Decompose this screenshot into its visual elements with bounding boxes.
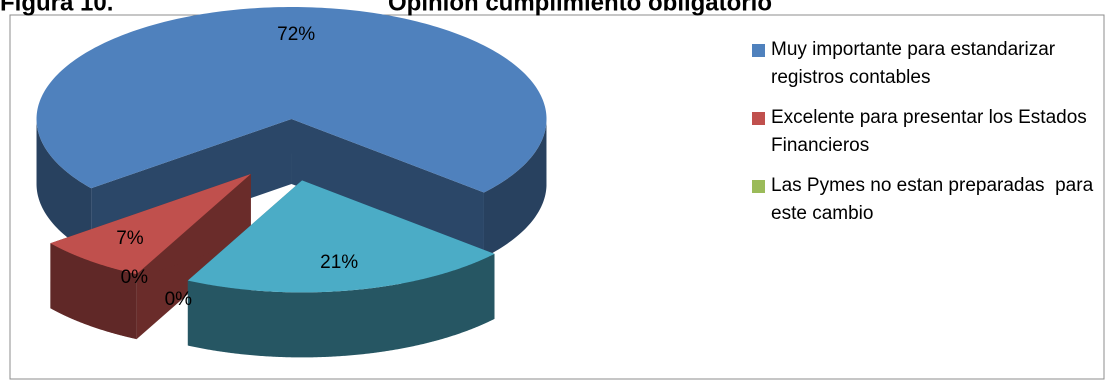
data-label: 21% bbox=[320, 252, 358, 273]
data-label: 0% bbox=[121, 267, 149, 288]
slice-outer-wall bbox=[50, 243, 137, 340]
labels: 72% 7% 0% 0% 21% bbox=[116, 24, 358, 310]
slice-outer-wall bbox=[187, 253, 495, 358]
legend-item: Excelente para presentar los Estados Fin… bbox=[752, 104, 1097, 160]
figure-label: Figura 10. bbox=[0, 0, 113, 16]
legend: Muy importante para estandarizar registr… bbox=[752, 36, 1097, 240]
tops bbox=[36, 7, 547, 293]
legend-label: Las Pymes no estan preparadas para este … bbox=[771, 175, 1099, 224]
legend-item: Las Pymes no estan preparadas para este … bbox=[752, 172, 1097, 228]
slice-radial-wall bbox=[291, 119, 484, 258]
data-label: 7% bbox=[116, 228, 144, 249]
legend-swatch bbox=[752, 180, 765, 193]
legend-label: Muy importante para estandarizar registr… bbox=[771, 39, 1061, 88]
chart-title: Opinión cumplimiento obligatorio bbox=[388, 0, 772, 16]
slice bbox=[50, 174, 251, 275]
legend-swatch bbox=[752, 112, 765, 125]
slice bbox=[187, 180, 495, 293]
legend-label: Excelente para presentar los Estados Fin… bbox=[771, 107, 1093, 156]
slice-outer-wall bbox=[483, 121, 547, 258]
legend-item: Muy importante para estandarizar registr… bbox=[752, 36, 1097, 92]
data-label: 72% bbox=[277, 24, 315, 45]
data-label: 0% bbox=[165, 289, 193, 310]
slice bbox=[36, 7, 547, 193]
legend-swatch bbox=[752, 44, 765, 57]
slice-outer-wall bbox=[36, 119, 92, 254]
